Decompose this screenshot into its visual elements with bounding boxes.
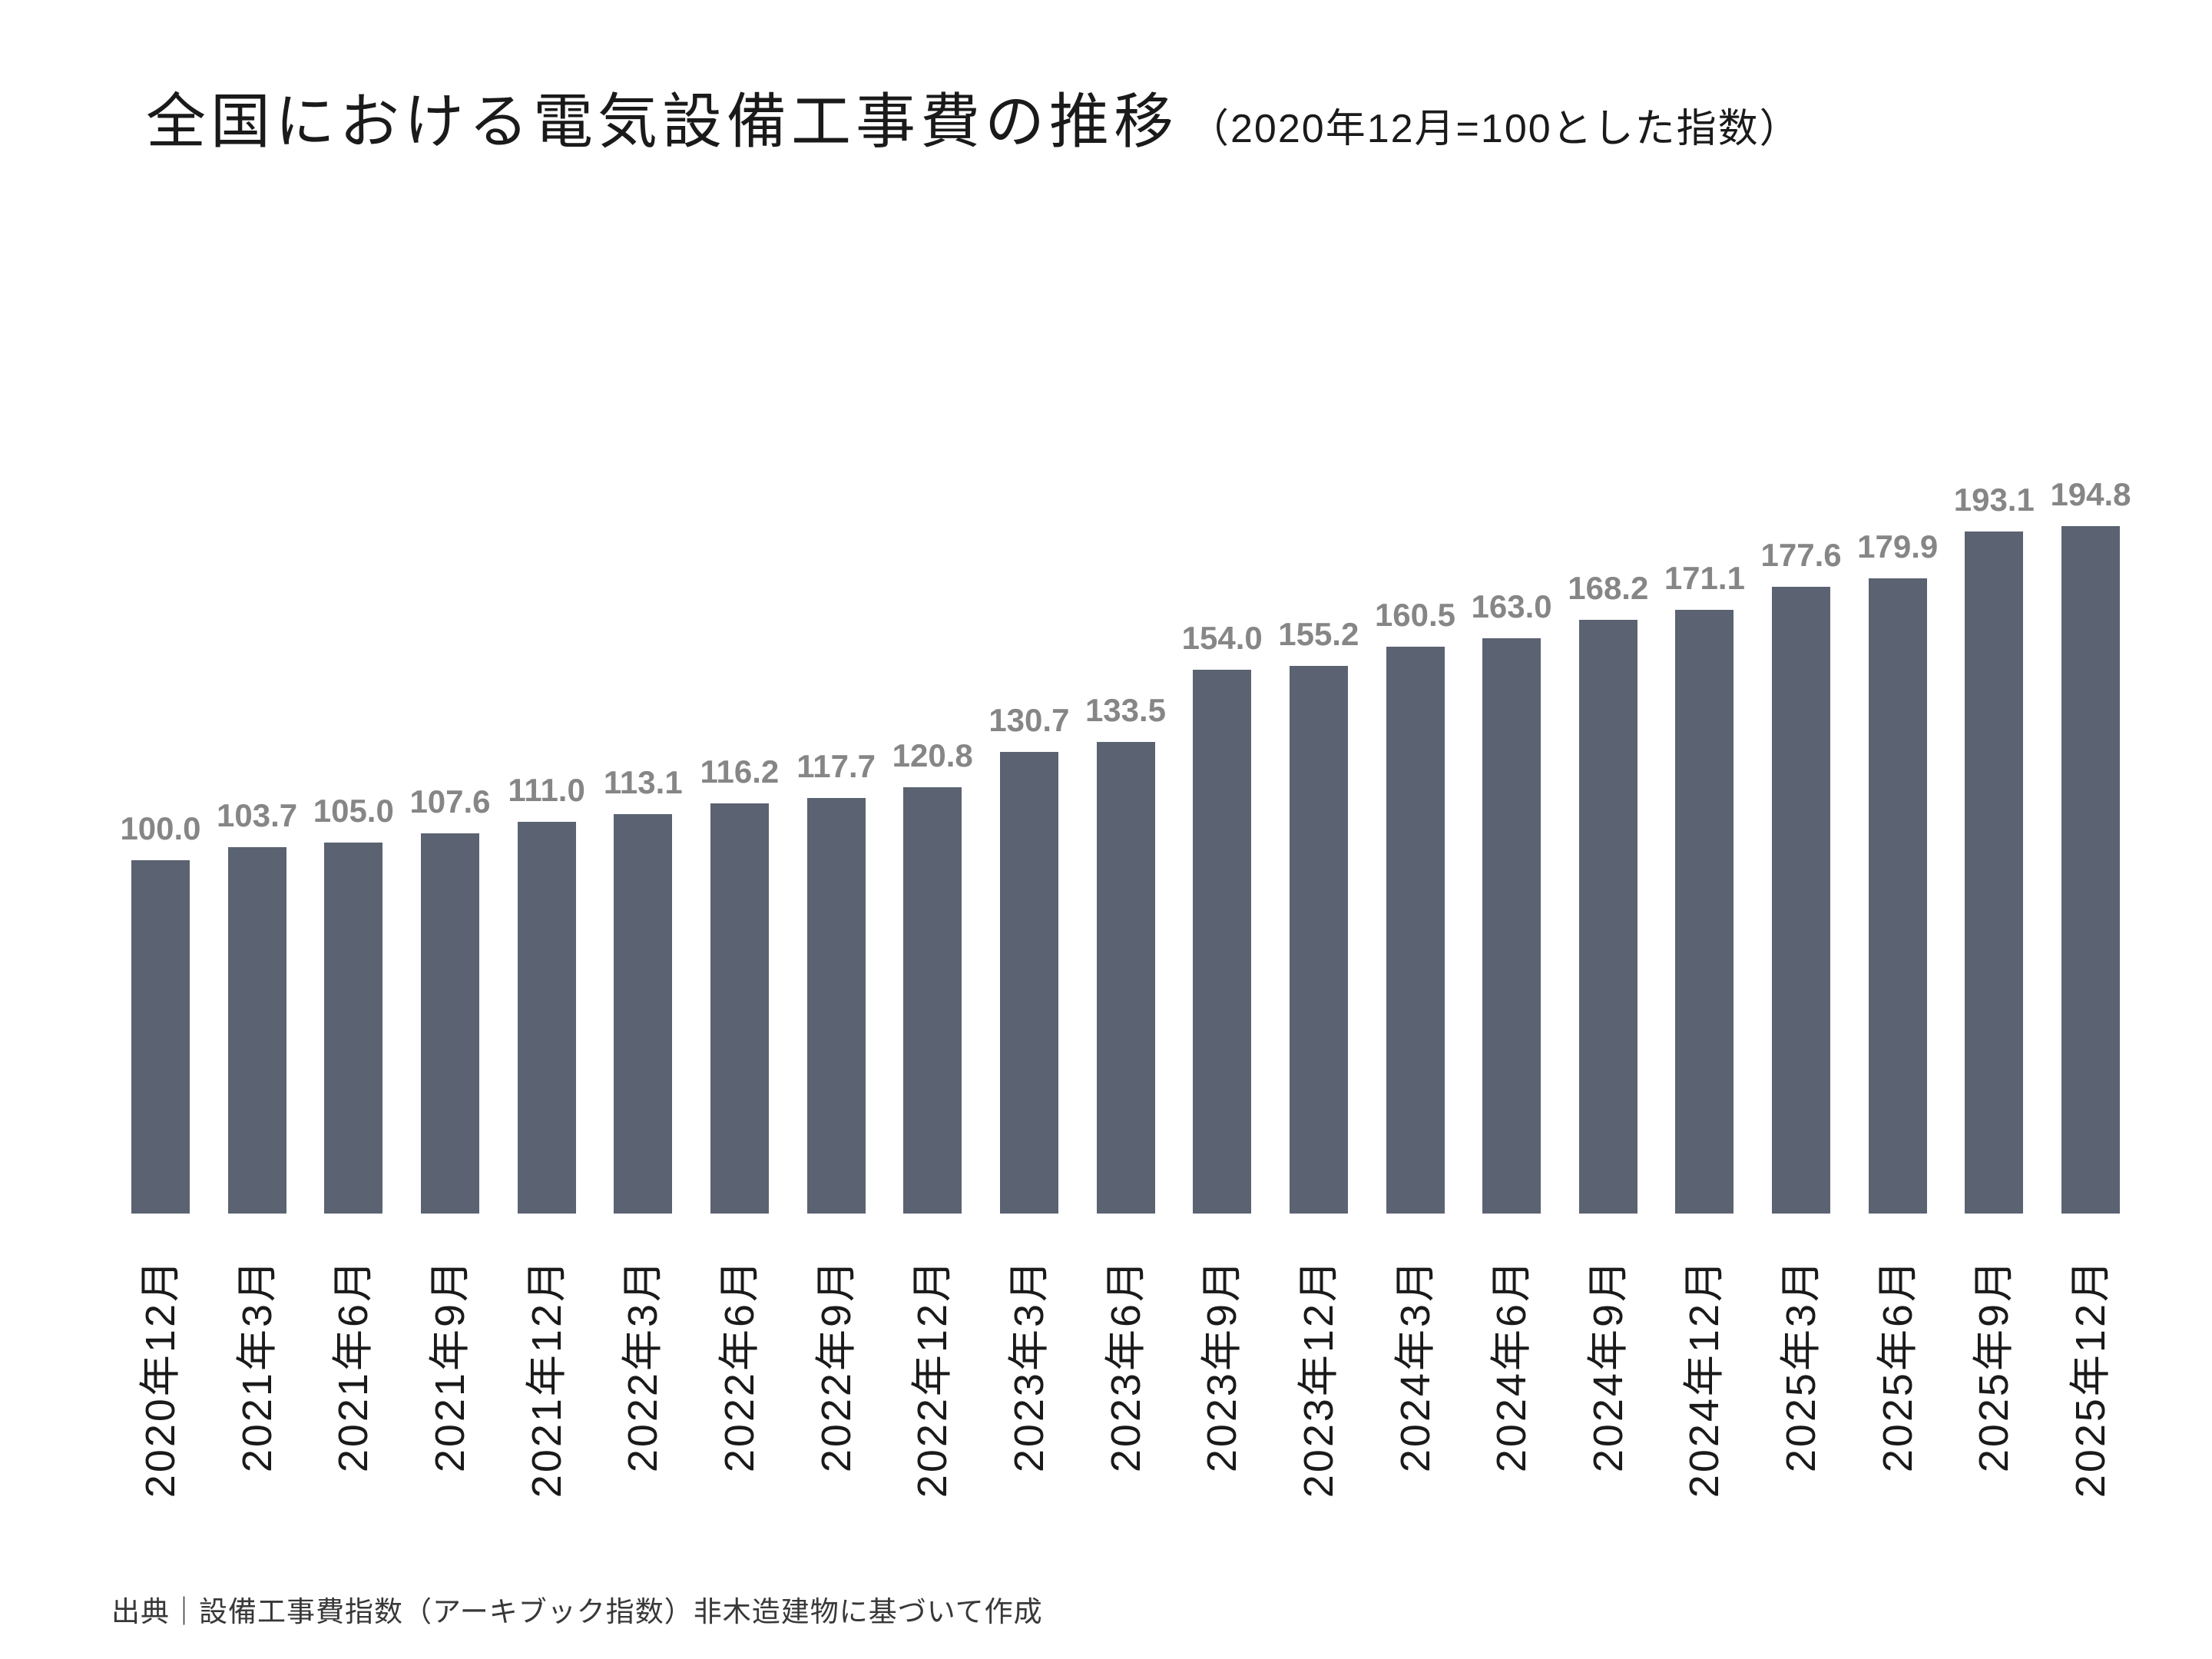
bar — [1193, 670, 1252, 1214]
bar-value-label: 179.9 — [1857, 528, 1939, 565]
bar — [2061, 525, 2120, 1214]
bar-value-label: 100.0 — [120, 810, 201, 847]
x-axis-label: 2022年9月 — [813, 1258, 859, 1473]
x-axis-label: 2021年9月 — [427, 1258, 473, 1473]
bar-value-label: 116.2 — [700, 753, 780, 790]
x-axis-label: 2020年12月 — [137, 1258, 184, 1498]
x-axis-label: 2021年6月 — [330, 1258, 377, 1473]
bar-value-label: 105.0 — [313, 793, 394, 830]
bar-value-label: 177.6 — [1760, 536, 1842, 573]
bar-value-label: 107.6 — [409, 783, 491, 820]
bar-value-label: 194.8 — [2050, 475, 2131, 512]
bar-value-label: 133.5 — [1084, 692, 1167, 729]
bar-value-label: 117.7 — [796, 747, 876, 784]
bar — [1289, 665, 1348, 1214]
x-axis-label: 2023年12月 — [1295, 1258, 1342, 1498]
bar — [1482, 637, 1541, 1214]
x-axis-label: 2022年3月 — [620, 1258, 667, 1473]
bar-value-label: 155.2 — [1278, 615, 1359, 652]
x-axis-label: 2024年6月 — [1488, 1258, 1535, 1473]
x-axis-label: 2025年3月 — [1778, 1258, 1825, 1473]
x-axis-label: 2024年9月 — [1584, 1258, 1631, 1473]
bar-value-label: 154.0 — [1181, 620, 1263, 657]
source-note: 出典｜設備工事費指数（アーキブック指数）非木造建物に基づいて作成 — [111, 1596, 1043, 1628]
bar-value-label: 160.5 — [1374, 597, 1456, 634]
chart-title-main: 全国における電気設備工事費の推移 — [146, 88, 1179, 155]
bar-value-label: 130.7 — [988, 702, 1070, 739]
page-title: 全国における電気設備工事費の推移 （2020年12月=100とした指数） — [146, 74, 1801, 160]
bar — [1868, 578, 1927, 1214]
bar-value-label: 168.2 — [1568, 569, 1649, 606]
bar — [903, 786, 962, 1214]
bar — [1096, 742, 1155, 1214]
x-axis-label: 2023年9月 — [1199, 1258, 1246, 1473]
chart-title-subtitle: （2020年12月=100とした指数） — [1189, 107, 1801, 151]
bar — [1386, 647, 1445, 1214]
bar — [710, 803, 769, 1214]
x-axis-label: 2021年3月 — [233, 1258, 280, 1473]
bar — [1675, 609, 1734, 1214]
bar — [1965, 531, 2024, 1214]
bar-value-label: 171.1 — [1664, 559, 1745, 596]
bar-value-label: 113.1 — [603, 764, 683, 801]
x-axis-label: 2024年3月 — [1392, 1258, 1439, 1473]
x-axis-label: 2023年6月 — [1102, 1258, 1149, 1473]
bar — [227, 847, 286, 1214]
bar — [614, 814, 673, 1214]
x-axis-label: 2025年9月 — [1971, 1258, 2018, 1473]
x-axis-label: 2025年6月 — [1874, 1258, 1921, 1473]
bar-value-label: 103.7 — [217, 797, 298, 834]
bar — [324, 843, 383, 1214]
bar — [1578, 619, 1637, 1214]
x-axis-label: 2022年6月 — [716, 1258, 763, 1473]
bar-value-label: 193.1 — [1953, 482, 2035, 518]
x-axis-label: 2024年12月 — [1681, 1258, 1728, 1498]
bar — [517, 821, 576, 1214]
x-axis-label: 2023年3月 — [1005, 1258, 1052, 1473]
bar — [131, 860, 190, 1214]
bar — [1772, 586, 1831, 1214]
bar-value-label: 111.0 — [508, 771, 585, 808]
bar-value-label: 163.0 — [1471, 588, 1552, 624]
bar — [806, 797, 866, 1214]
x-axis-label: 2021年12月 — [523, 1258, 570, 1498]
x-axis-label: 2025年12月 — [2068, 1258, 2114, 1498]
x-axis-label: 2022年12月 — [909, 1258, 956, 1498]
bar — [999, 752, 1058, 1214]
bar-value-label: 120.8 — [892, 737, 973, 773]
bar — [421, 833, 479, 1214]
